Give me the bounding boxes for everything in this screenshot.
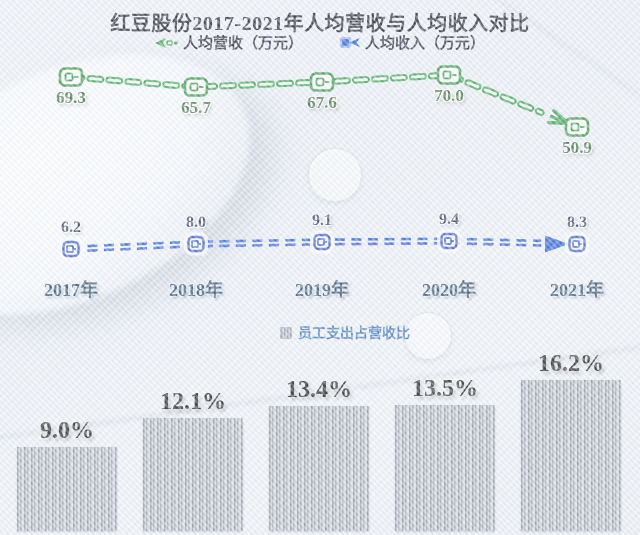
bar-chart-legend: 员工支出占营收比 (280, 323, 410, 343)
green-dashed-arrow-icon (154, 37, 178, 48)
bar (143, 418, 243, 531)
x-axis-year-label: 2018年 (169, 280, 223, 300)
bar (395, 405, 495, 531)
x-axis-year-label: 2020年 (422, 280, 476, 300)
bar-percent-label: 16.2% (538, 351, 604, 377)
legend-item-income: 人均收入（万元） (337, 32, 485, 53)
bar (521, 380, 621, 531)
x-axis-year-label: 2017年 (44, 280, 98, 300)
x-axis-year-label: 2021年 (550, 280, 604, 300)
legend-item-revenue: 人均营收（万元） (154, 32, 303, 53)
striped-bar-swatch-icon (280, 327, 292, 339)
bar-percent-label: 13.5% (412, 376, 478, 402)
legend-label-income: 人均收入（万元） (365, 36, 486, 52)
x-axis-year-label: 2019年 (295, 280, 349, 300)
bar-percent-label: 9.0% (40, 418, 94, 444)
bar-percent-label: 12.1% (160, 389, 226, 415)
legend-label-revenue: 人均营收（万元） (182, 36, 303, 52)
bar (17, 447, 117, 531)
page-title: 红豆股份2017-2021年人均营收与人均收入对比 (110, 13, 530, 35)
bar-legend-label: 员工支出占营收比 (298, 325, 410, 341)
bar-percent-label: 13.4% (286, 377, 352, 403)
line-chart-legend: 人均营收（万元） 人均收入（万元） (0, 32, 640, 53)
bar (269, 406, 369, 531)
blue-dashed-arrow-icon (340, 37, 360, 48)
